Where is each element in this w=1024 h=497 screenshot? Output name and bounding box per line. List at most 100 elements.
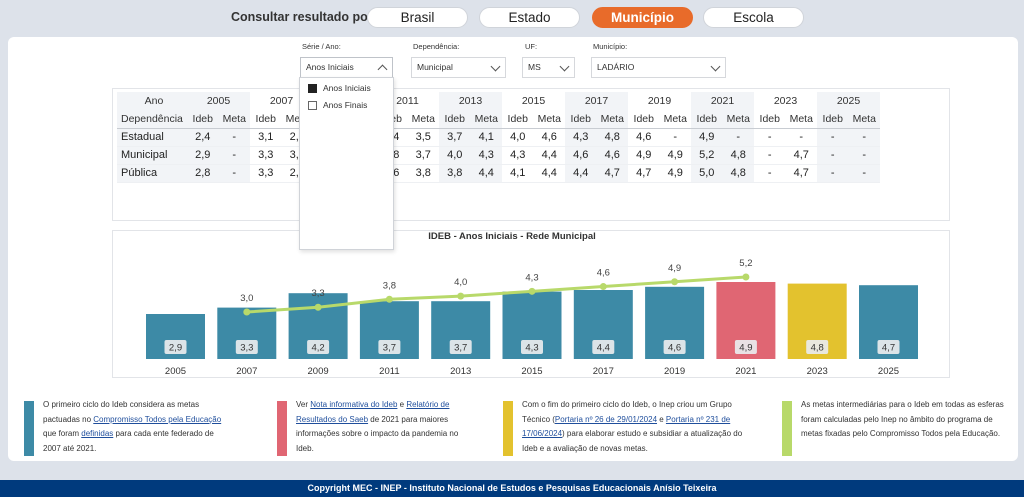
note-link[interactable]: Relatório de Resultados do Saeb	[296, 400, 450, 424]
note-text: O primeiro ciclo do Ideb considera as me…	[43, 398, 233, 456]
table-cell: 4,4	[470, 164, 502, 183]
meta-value-label: 3,0	[240, 293, 253, 304]
note-text-part: O primeiro ciclo do Ideb considera as me…	[43, 400, 200, 424]
note-link[interactable]: Portaria nº 26 de 29/01/2024	[554, 414, 658, 424]
bar-value-label-bg	[806, 340, 829, 354]
note-color-bar	[503, 401, 513, 456]
dependencia-select[interactable]: Municipal	[411, 57, 506, 78]
table-cell: 5,0	[691, 164, 723, 183]
table-cell: 4,0	[502, 128, 534, 147]
bar-value-label: 4,3	[525, 343, 538, 354]
meta-value-label: 3,3	[311, 288, 324, 299]
x-tick-label: 2019	[664, 366, 685, 377]
note-text-part: ) para elaborar estudo e subsidiar a atu…	[522, 429, 743, 453]
note-link[interactable]: Nota informativa do Ideb	[310, 400, 398, 409]
scope-label: Consultar resultado por:	[231, 10, 377, 24]
checkbox-icon	[308, 101, 317, 110]
tab-municipio[interactable]: Município	[592, 7, 693, 28]
table-cell: 3,7	[407, 146, 439, 165]
uf-select[interactable]: MS	[522, 57, 575, 78]
x-tick-label: 2007	[236, 366, 257, 377]
table-cell: 3,7	[439, 128, 471, 147]
year-header: 2005	[187, 92, 250, 110]
table-cell: -	[817, 128, 849, 147]
year-header: 2007	[269, 95, 294, 107]
table-cell: 4,6	[565, 146, 597, 165]
chart-title: IDEB - Anos Iniciais - Rede Municipal	[428, 231, 596, 242]
note-text-part: que foram	[43, 429, 82, 438]
note-link[interactable]: definidas	[81, 429, 114, 438]
table-cell: -	[848, 164, 880, 183]
note-link[interactable]: Portaria nº 231 de 17/06/2024	[522, 414, 731, 439]
note-text-part: para cada ente federado de 2007 até 2021…	[43, 429, 214, 453]
meta-value-label: 4,0	[454, 277, 467, 288]
table-cell: 2,4	[187, 128, 219, 147]
table-cell: 4,8	[596, 128, 628, 147]
ideb-column-header: Ideb	[691, 110, 723, 129]
bar-value-label-bg	[378, 340, 401, 354]
meta-column-header: Meta	[470, 110, 502, 129]
table-cell: 4,9	[628, 146, 660, 165]
meta-value-label: 5,2	[739, 258, 752, 269]
bar-value-label: 4,9	[739, 343, 752, 354]
note-link[interactable]: Compromisso Todos pela Educação	[93, 414, 222, 424]
year-header-label: Ano	[117, 92, 187, 110]
bar-value-label-bg	[521, 340, 543, 354]
meta-point	[671, 278, 679, 286]
meta-point	[742, 273, 750, 281]
dependencia-value: Municipal	[417, 62, 453, 72]
tab-estado[interactable]: Estado	[479, 7, 580, 28]
tab-brasil[interactable]: Brasil	[367, 7, 468, 28]
year-header: 2023	[773, 95, 798, 107]
x-tick-label: 2005	[165, 366, 186, 377]
serie-value: Anos Iniciais	[306, 62, 354, 72]
meta-column-header: Meta	[218, 110, 250, 129]
meta-point	[528, 287, 536, 295]
table-cell: 4,9	[659, 164, 691, 183]
note-color-bar	[277, 401, 287, 456]
ideb-column-header: Ideb	[502, 110, 534, 129]
meta-column-header: Meta	[785, 110, 817, 129]
note-text: As metas intermediárias para o Ideb em t…	[801, 398, 1016, 442]
note-text-part: e	[657, 414, 666, 424]
note-text: Com o fim do primeiro ciclo do Ideb, o I…	[522, 398, 747, 456]
table-cell: 4,9	[691, 128, 723, 147]
row-label: Municipal	[117, 146, 187, 165]
checkbox-checked-icon	[308, 84, 317, 93]
tab-escola[interactable]: Escola	[703, 7, 804, 28]
table-cell: 3,3	[250, 146, 282, 165]
table-cell: 2,9	[187, 146, 219, 165]
table-cell: 4,3	[470, 146, 502, 165]
meta-series-line	[246, 275, 747, 314]
bar-value-label: 2,9	[169, 343, 182, 354]
ideb-column-header: Ideb	[565, 110, 597, 129]
table-cell: 3,3	[250, 164, 282, 183]
table-cell: -	[754, 146, 786, 165]
bar-value-label: 4,7	[882, 343, 895, 354]
bar-value-label: 3,3	[240, 343, 253, 354]
bar-value-label: 4,8	[811, 343, 824, 354]
table-cell: -	[218, 128, 250, 147]
year-header: 2019	[647, 95, 672, 107]
table-cell: 4,9	[659, 146, 691, 165]
ideb-column-header: Ideb	[628, 110, 660, 129]
bar-value-label-bg	[734, 340, 757, 354]
municipio-value: LADÁRIO	[597, 62, 635, 72]
bar-value-label: 3,7	[383, 343, 396, 354]
year-header: 2025	[817, 92, 880, 110]
note-text-part: Ver	[296, 400, 311, 409]
table-cell: 4,7	[628, 164, 660, 183]
table-cell: 2,8	[187, 164, 219, 183]
table-cell: -	[848, 128, 880, 147]
table-cell: 4,3	[502, 146, 534, 165]
table-cell: -	[218, 146, 250, 165]
ideb-column-header: Ideb	[754, 110, 786, 129]
table-cell: -	[754, 128, 786, 147]
table-cell: 4,4	[565, 164, 597, 183]
dependencia-label: Dependência:	[413, 42, 460, 51]
meta-column-header: Meta	[596, 110, 628, 129]
ideb-column-header: Ideb	[187, 110, 219, 129]
table-cell: 3,5	[407, 128, 439, 147]
municipio-select[interactable]: LADÁRIO	[591, 57, 726, 78]
